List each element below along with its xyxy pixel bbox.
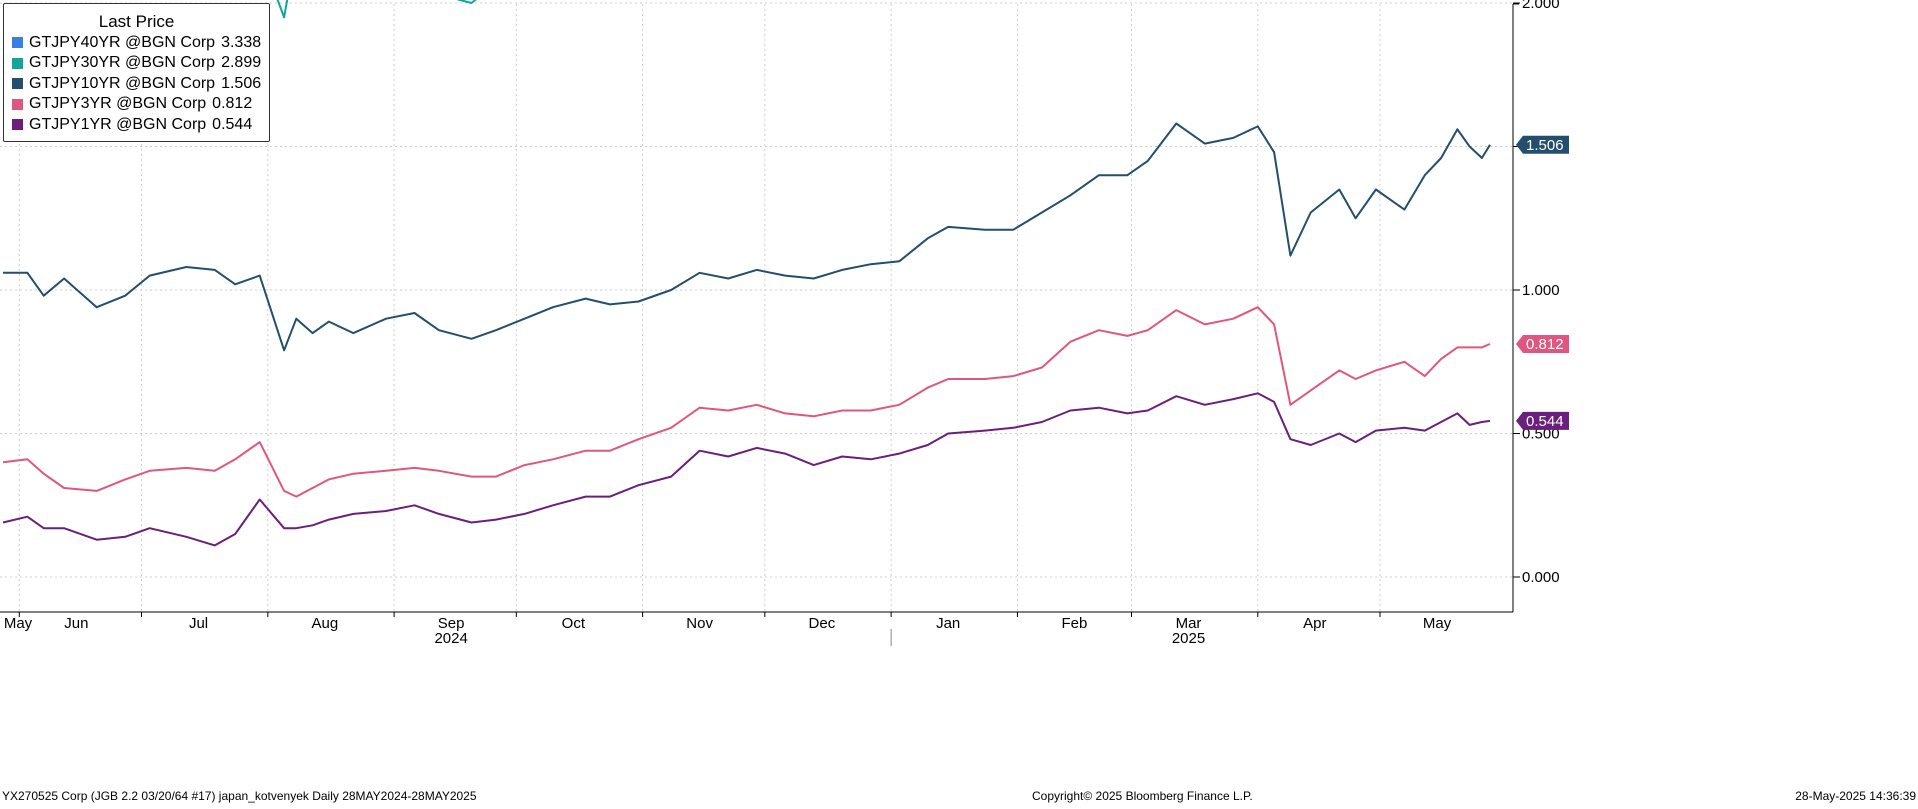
last-value-flag-shape	[1516, 334, 1569, 353]
last-value-flag: 0.812	[1516, 334, 1569, 353]
x-year-label: 2025	[1172, 630, 1205, 647]
legend-entry-name: GTJPY3YR @BGN Corp	[29, 95, 207, 112]
series-line	[2, 306, 1491, 498]
x-tick-label: Mar	[1176, 615, 1202, 632]
gridlines	[0, 2, 1513, 612]
last-value-label: 0.812	[1526, 336, 1564, 353]
legend-entry-value: 0.544	[212, 115, 253, 133]
x-tick-label: Aug	[311, 615, 338, 632]
legend-entry: GTJPY1YR @BGN Corp 0.544	[12, 115, 261, 136]
legend-entry: GTJPY40YR @BGN Corp 3.338	[12, 33, 261, 54]
x-tick-label: Jul	[189, 615, 208, 632]
legend-entry-name: GTJPY40YR @BGN Corp	[29, 33, 216, 51]
last-value-label: 1.506	[1526, 137, 1564, 154]
legend-entry: GTJPY30YR @BGN Corp 2.899	[12, 53, 261, 74]
legend-swatch-icon	[12, 57, 23, 69]
x-tick-label: Feb	[1062, 615, 1088, 632]
legend-swatch-icon	[12, 98, 23, 110]
footer-timestamp: 28-May-2025 14:36:39	[1795, 789, 1916, 803]
x-axis: May Jun Jul Aug Sep Oct Nov Dec Jan Feb Mar Apr May 2…	[0, 611, 1513, 647]
last-value-flag-shape	[1516, 411, 1569, 430]
x-tick-label: Apr	[1303, 615, 1326, 632]
series-line	[3, 122, 1491, 352]
footer-copyright: Copyright© 2025 Bloomberg Finance L.P.	[1032, 789, 1253, 803]
last-value-flag-shape	[1516, 135, 1569, 154]
x-tick-label: Dec	[809, 615, 836, 632]
legend-entry: GTJPY10YR @BGN Corp 1.506	[12, 74, 261, 95]
x-tick-label: Sep	[438, 615, 465, 632]
legend: Last Price GTJPY40YR @BGN Corp 3.338 GTJ…	[3, 3, 271, 142]
legend-entry-name: GTJPY30YR @BGN Corp	[29, 54, 216, 71]
x-year-label: 2024	[434, 630, 467, 647]
legend-entry-value: 2.899	[221, 54, 262, 71]
y-tick-label: 0.000	[1522, 569, 1560, 586]
last-value-flag: 0.544	[1516, 411, 1569, 430]
x-tick-label: Jan	[936, 615, 960, 632]
legend-entry-name: GTJPY1YR @BGN Corp	[29, 115, 207, 133]
x-tick-label: Nov	[686, 615, 713, 632]
legend-swatch-icon	[12, 37, 23, 49]
legend-entry-value: 1.506	[221, 74, 262, 92]
legend-swatch-icon	[12, 78, 23, 90]
series-lines	[2, 0, 1491, 547]
legend-title: Last Price	[98, 12, 175, 31]
y-tick-label: 1.000	[1522, 282, 1560, 299]
legend-entry: GTJPY3YR @BGN Corp 0.812	[12, 94, 261, 115]
legend-entry-value: 0.812	[212, 95, 253, 112]
last-value-flag: 1.506	[1516, 135, 1569, 154]
legend-swatch-icon	[12, 119, 23, 131]
last-value-label: 0.544	[1526, 413, 1564, 430]
x-tick-label: May	[1423, 615, 1452, 632]
series-line	[2, 392, 1491, 547]
x-tick-label: Jun	[64, 615, 88, 632]
legend-entry-value: 3.338	[221, 33, 262, 51]
y-tick-label: 2.000	[1522, 0, 1560, 12]
x-tick-label: Oct	[562, 615, 586, 632]
x-tick-label: May	[4, 615, 33, 632]
legend-entry-name: GTJPY10YR @BGN Corp	[29, 74, 216, 92]
footer-source: YX270525 Corp (JGB 2.2 03/20/64 #17) jap…	[2, 789, 477, 803]
